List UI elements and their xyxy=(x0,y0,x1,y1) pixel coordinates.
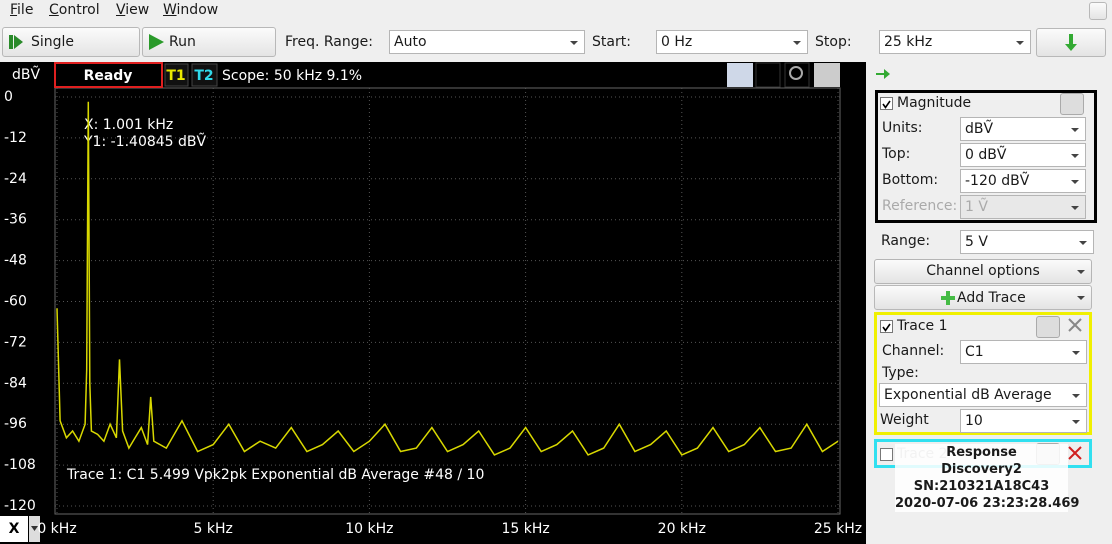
checkbox[interactable] xyxy=(880,97,893,110)
trace-footer: Trace 1: C1 5.499 Vpk2pk Exponential dB … xyxy=(66,467,484,483)
single-button[interactable]: Single xyxy=(2,27,140,57)
scope-info: Scope: 50 kHz 9.1% xyxy=(222,68,362,84)
status-box xyxy=(54,62,163,88)
top-label: Top: xyxy=(882,146,911,162)
info-line: Discovery2 xyxy=(941,462,1022,477)
range-combo[interactable]: 5 V xyxy=(960,230,1094,254)
channel-combo[interactable]: C1 xyxy=(960,340,1087,364)
weight-label: Weight xyxy=(880,412,929,428)
channel-label: Channel: xyxy=(882,343,945,359)
plot: dBṼ Ready T1 T2 Scope: 50 kHz 9.1% X: 1.… xyxy=(0,62,866,544)
y-tick-label: 0 xyxy=(4,89,13,105)
down-arrow xyxy=(1065,34,1077,51)
y-tick-label: -108 xyxy=(4,457,36,473)
t2-box[interactable] xyxy=(191,63,218,87)
collapse-arrow[interactable] xyxy=(876,68,892,80)
t2[interactable]: T2 xyxy=(194,68,213,84)
x-axis-button-label[interactable]: X xyxy=(9,521,20,537)
type-label: Type: xyxy=(882,365,919,381)
label: Single xyxy=(31,34,75,50)
export-button[interactable] xyxy=(1036,28,1106,57)
checkbox[interactable] xyxy=(880,320,893,333)
tool-button[interactable] xyxy=(755,62,781,88)
x-tick-label: 25 kHz xyxy=(814,521,862,537)
trace1-group xyxy=(874,312,1092,435)
close-icon[interactable] xyxy=(1068,318,1082,332)
t1-box[interactable] xyxy=(164,63,189,87)
freq-range-combo[interactable]: Auto xyxy=(389,30,585,54)
info-line: Response xyxy=(946,445,1017,460)
dropdown-arrow xyxy=(31,526,38,531)
y-tick-label: -60 xyxy=(4,294,27,310)
y-tick-label: -24 xyxy=(4,171,27,187)
x-tick-label: 10 kHz xyxy=(345,521,393,537)
magnitude-group xyxy=(875,90,1097,223)
channel-options-button[interactable]: Channel options xyxy=(874,259,1092,284)
run-icon xyxy=(149,34,164,50)
y-tick-label: -48 xyxy=(4,253,27,269)
range-label: Range: xyxy=(881,233,931,249)
weight-combo[interactable]: 10 xyxy=(960,409,1087,433)
status: Ready xyxy=(84,68,133,84)
settings-button[interactable] xyxy=(814,63,840,87)
y-tick-label: -84 xyxy=(4,375,27,391)
zoom-icon xyxy=(789,66,803,80)
magnitude-title: Magnitude xyxy=(897,95,972,111)
bottom-label: Bottom: xyxy=(882,172,939,188)
x-tick-label: 15 kHz xyxy=(501,521,549,537)
close-icon[interactable] xyxy=(1068,446,1082,460)
stop-label: Stop: xyxy=(815,34,852,50)
menu-item[interactable]: Window xyxy=(163,2,219,18)
plus-icon xyxy=(941,291,955,305)
menu-item[interactable]: File xyxy=(10,2,34,18)
y-tick-label: -72 xyxy=(4,334,27,350)
reference-combo: 1 Ṽ xyxy=(960,195,1086,219)
y-tick-label: -120 xyxy=(4,498,36,514)
gear-button[interactable] xyxy=(1060,93,1084,115)
x-tick-label: 0 kHz xyxy=(37,521,76,537)
y-tick-label: -36 xyxy=(4,212,27,228)
y-tick-label: -96 xyxy=(4,416,27,432)
menu-bar: File Control View Window xyxy=(0,0,1112,22)
single-icon xyxy=(9,35,23,49)
tool-button[interactable] xyxy=(727,63,753,87)
t1[interactable]: T1 xyxy=(166,68,185,84)
trace-line xyxy=(56,101,839,456)
x-tick-label: 5 kHz xyxy=(194,521,233,537)
top-combo[interactable]: 0 dBṼ xyxy=(960,143,1086,167)
dock-button[interactable] xyxy=(1089,2,1107,20)
start-combo[interactable]: 0 Hz xyxy=(656,30,808,54)
device-info: Response Discovery2 SN:210321A18C43 2020… xyxy=(895,444,1080,512)
menu-item[interactable]: View xyxy=(116,2,150,18)
bottom-combo[interactable]: -120 dBṼ xyxy=(960,169,1086,193)
freq-range-label: Freq. Range: xyxy=(285,34,373,50)
stop-combo[interactable]: 25 kHz xyxy=(879,30,1031,54)
trace1-title: Trace 1 xyxy=(897,318,948,334)
x-axis-button[interactable] xyxy=(0,516,28,542)
add-trace-button[interactable]: Add Trace xyxy=(874,285,1092,310)
units-combo[interactable]: dBṼ xyxy=(960,117,1086,141)
y-unit: dBṼ xyxy=(12,66,40,83)
info-line: 2020-07-06 23:23:28.469 xyxy=(895,496,1080,511)
dropdown-arrow xyxy=(1077,296,1085,304)
cursor-y: Y1: -1.40845 dBṼ xyxy=(83,133,207,150)
label: Add Trace xyxy=(957,290,1026,306)
checkbox[interactable] xyxy=(880,448,893,461)
gear-button[interactable] xyxy=(1036,316,1060,338)
y-tick-label: -12 xyxy=(4,130,27,146)
x-tick-label: 20 kHz xyxy=(658,521,706,537)
reference-label: Reference: xyxy=(882,198,958,214)
menu-item[interactable]: Control xyxy=(49,2,100,18)
info-line: SN:210321A18C43 xyxy=(913,479,1050,494)
units-label: Units: xyxy=(882,120,923,136)
cursor-x: X: 1.001 kHz xyxy=(84,117,173,133)
label: Run xyxy=(169,34,196,50)
start-label: Start: xyxy=(592,34,631,50)
type-combo[interactable]: Exponential dB Average xyxy=(879,383,1087,407)
run-button[interactable]: Run xyxy=(142,27,276,57)
